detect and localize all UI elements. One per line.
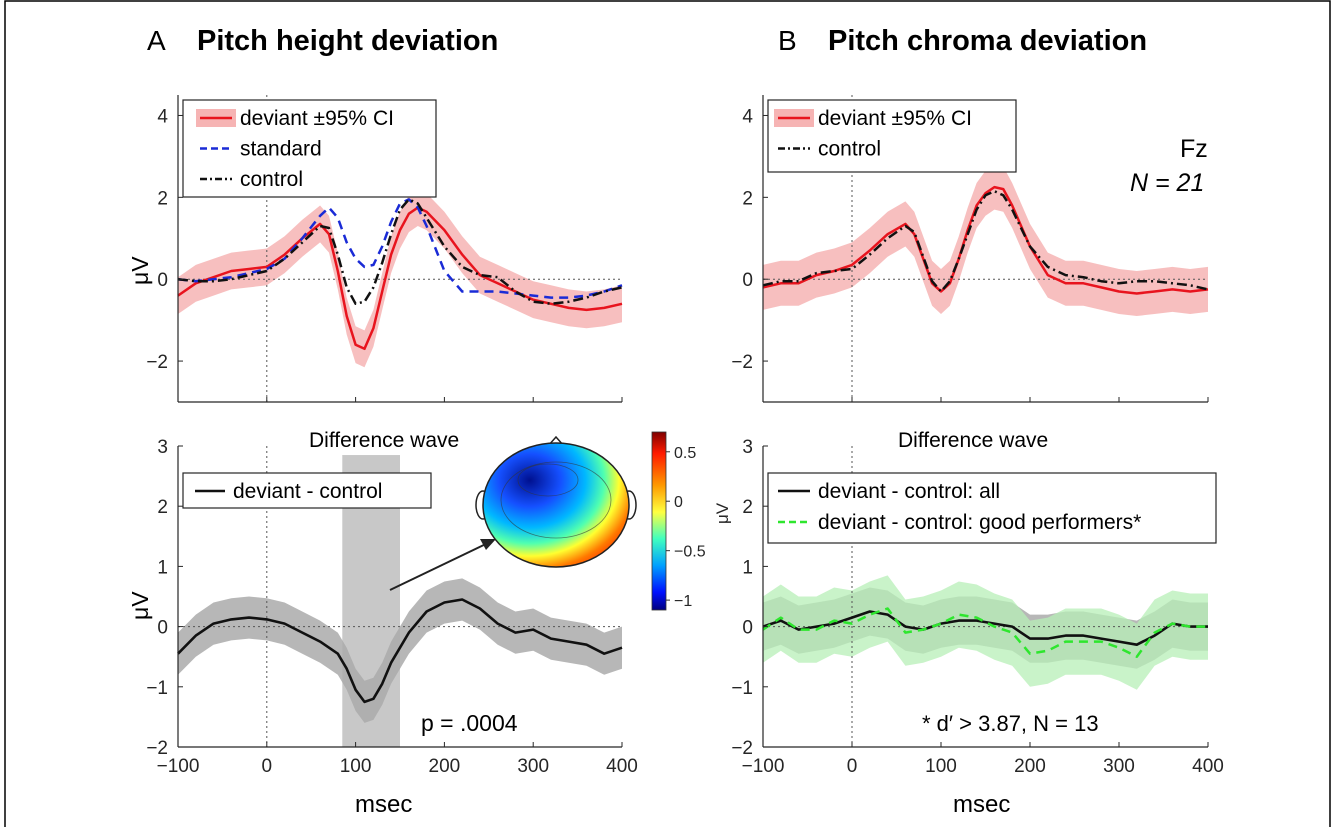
p-value-label: p = .0004 — [421, 710, 518, 736]
good-performers-note: * d′ > 3.87, N = 13 — [922, 711, 1099, 736]
y-tick-label: −1 — [146, 678, 168, 699]
y-tick-label: −1 — [731, 678, 753, 699]
colorbar-ticks: 0.5 0 −0.5 −1 μV — [666, 445, 732, 610]
y-tick-label: 3 — [157, 437, 168, 458]
y-tick-label: 0 — [742, 270, 753, 291]
colorbar — [651, 431, 667, 611]
colorbar-label: μV — [713, 502, 732, 524]
series-line-0 — [177, 206, 623, 351]
panel-b-letter: B — [778, 25, 797, 56]
difference-wave-title-b: Difference wave — [898, 429, 1048, 452]
chart-b-bottom: −100 0 100 200 300 400 −2 −1 0 1 2 3 deviant - contr… — [731, 437, 1224, 777]
colorbar-tick-label: −1 — [674, 593, 692, 610]
y-tick-label: −2 — [146, 738, 168, 759]
y-tick-label: 4 — [742, 106, 753, 127]
y-tick-label: −2 — [146, 352, 168, 373]
y-tick-label: 0 — [742, 618, 753, 639]
legend-label: standard — [240, 138, 322, 161]
x-tick-label: 200 — [429, 756, 461, 777]
topography-contour — [500, 461, 612, 539]
series-line-0 — [762, 610, 1208, 646]
chart-a-top: −2 0 2 4 deviant ±95% CI standard control — [146, 95, 623, 403]
xlabel-a: msec — [355, 791, 412, 818]
x-tick-label: 300 — [517, 756, 549, 777]
panel-b-title: Pitch chroma deviation — [828, 25, 1147, 57]
x-tick-label: 400 — [606, 756, 638, 777]
legend-label: deviant ±95% CI — [240, 107, 394, 130]
colorbar-tick-label: −0.5 — [674, 544, 706, 561]
y-tick-label: 2 — [742, 188, 753, 209]
topography-contour-inner — [517, 463, 579, 497]
x-tick-label: 0 — [262, 756, 273, 777]
x-tick-label: 400 — [1192, 756, 1224, 777]
topography-arrow — [389, 541, 491, 591]
chart-a-bottom: −100 0 100 200 300 400 −2 −1 0 1 2 3 deviant - contr… — [146, 437, 638, 777]
y-tick-label: 0 — [157, 270, 168, 291]
chart-b-top: −2 0 2 4 deviant ±95% CI control — [731, 95, 1209, 403]
topography-arrowhead — [480, 539, 496, 550]
ylabel-a-top: μV — [127, 256, 153, 285]
topography-inset — [389, 435, 637, 591]
legend-box — [767, 472, 1217, 544]
series-line-0 — [177, 598, 623, 704]
y-tick-label: −2 — [731, 738, 753, 759]
ylabel-a-bottom: μV — [127, 591, 153, 620]
x-tick-label: 200 — [1014, 756, 1046, 777]
x-tick-label: 300 — [1103, 756, 1135, 777]
difference-wave-title-a: Difference wave — [309, 429, 459, 452]
y-tick-label: 1 — [742, 557, 753, 578]
ci-band-0 — [178, 189, 622, 368]
x-tick-label: 100 — [925, 756, 957, 777]
legend-label: deviant ±95% CI — [818, 107, 972, 130]
ci-band-0 — [178, 578, 622, 723]
legend-label: control — [818, 138, 881, 161]
y-tick-label: 2 — [157, 188, 168, 209]
series-line-1 — [762, 189, 1209, 293]
y-tick-label: 3 — [742, 437, 753, 458]
x-tick-label: 0 — [847, 756, 858, 777]
panel-a-title: Pitch height deviation — [197, 25, 498, 57]
y-tick-label: 4 — [157, 106, 168, 127]
y-tick-label: 1 — [157, 557, 168, 578]
legend-label: control — [240, 168, 303, 191]
legend-label: deviant - control — [233, 480, 382, 503]
legend-label: deviant - control: all — [818, 480, 1000, 503]
y-tick-label: −2 — [731, 352, 753, 373]
series-line-1 — [762, 607, 1208, 658]
legend-label: deviant - control: good performers* — [818, 511, 1141, 534]
y-tick-label: 0 — [157, 618, 168, 639]
x-tick-label: −100 — [742, 756, 785, 777]
y-tick-label: 2 — [742, 497, 753, 518]
panel-a-letter: A — [147, 25, 166, 56]
ci-band-0 — [763, 164, 1208, 316]
colorbar-bar — [651, 431, 667, 611]
colorbar-tick-label: 0.5 — [674, 445, 696, 462]
xlabel-b: msec — [953, 791, 1010, 818]
x-tick-label: −100 — [157, 756, 200, 777]
n-label: N = 21 — [1130, 169, 1204, 197]
colorbar-tick-label: 0 — [674, 494, 683, 511]
series-line-0 — [762, 185, 1209, 295]
x-tick-label: 100 — [340, 756, 372, 777]
ci-band-1 — [763, 575, 1208, 690]
electrode-label: Fz — [1180, 135, 1208, 163]
y-tick-label: 2 — [157, 497, 168, 518]
topography-map — [482, 442, 630, 568]
series-line-1 — [177, 198, 623, 299]
